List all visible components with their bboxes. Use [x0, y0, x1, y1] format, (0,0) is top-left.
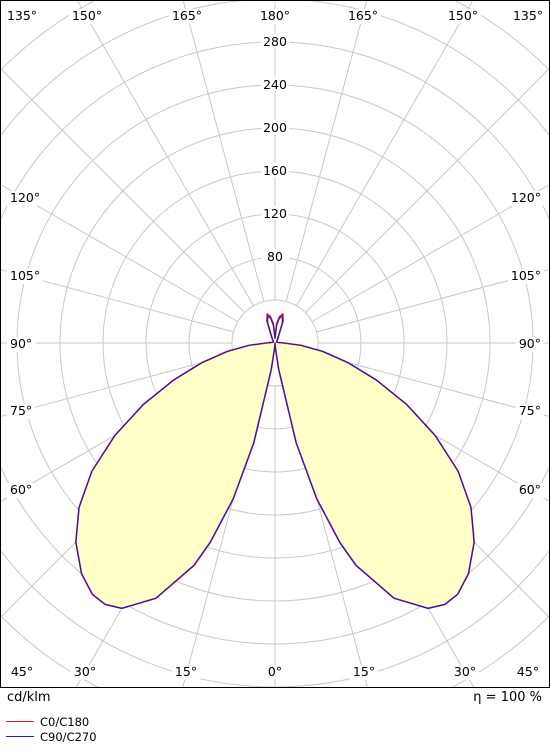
radial-tick-label: 200 [263, 120, 287, 135]
legend-swatch-c90-c270 [6, 736, 34, 737]
intensity-curves [75, 313, 475, 610]
radial-label-bg [261, 77, 289, 91]
angle-tick-label: 105° [511, 268, 541, 283]
angle-tick-label: 45° [11, 664, 33, 679]
angle-label-bg [515, 483, 544, 498]
angle-tick-label: 165° [348, 8, 378, 23]
radial-tick-labels: 80 120 160 200 240 280 [261, 34, 289, 264]
radial-label-bg [261, 120, 289, 134]
angle-label-bg [4, 9, 40, 24]
angle-tick-label: 15° [353, 664, 375, 679]
angle-tick-label: 15° [175, 664, 197, 679]
radial-label-bg [261, 249, 289, 263]
radial-label-bg [261, 206, 289, 220]
radial-tick-label: 280 [263, 34, 287, 49]
chart-footer: cd/klm η = 100 % C0/C180 C90/C270 [0, 688, 550, 750]
angle-tick-label: 120° [511, 190, 541, 205]
angle-label-bg [515, 337, 544, 352]
angle-label-bg [450, 665, 480, 680]
angle-tick-label: 45° [517, 664, 539, 679]
angle-tick-label: 30° [74, 664, 96, 679]
angle-label-bg [7, 483, 36, 498]
grid-spoke [182, 1, 265, 302]
legend-label: C0/C180 [40, 714, 90, 729]
grid-spoke [1, 269, 234, 333]
angle-tick-label: 60° [519, 482, 541, 497]
grid-spoke [316, 269, 549, 333]
angle-tick-label: 0° [268, 664, 282, 679]
angle-label-bg [7, 337, 36, 352]
legend: C0/C180 C90/C270 [6, 714, 97, 744]
grid-spoke [316, 353, 549, 417]
angle-label-bg [70, 665, 100, 680]
angle-tick-label: 90° [10, 336, 32, 351]
angle-label-bg [7, 404, 36, 419]
angle-label-bg [515, 404, 544, 419]
angle-label-bg [257, 9, 293, 24]
angle-tick-labels: 135° 150° 165° 180° 165° 150° 135° 45° 30° 15° 0° 1… [4, 8, 546, 680]
radial-label-bg [261, 34, 289, 48]
angle-tick-label: 30° [454, 664, 476, 679]
grid-spoke [305, 68, 549, 313]
radial-tick-label: 160 [263, 163, 287, 178]
angle-tick-label: 75° [10, 403, 32, 418]
efficiency-label: η = 100 % [473, 690, 542, 705]
angle-label-bg [513, 665, 543, 680]
angle-tick-label: 90° [519, 336, 541, 351]
angle-label-bg [69, 9, 105, 24]
angle-tick-label: 75° [519, 403, 541, 418]
radial-label-bg [261, 163, 289, 177]
angle-label-bg [7, 191, 43, 206]
grid-spoke [1, 353, 234, 417]
grid-spoke [1, 184, 239, 322]
angle-tick-label: 165° [172, 8, 202, 23]
angle-label-bg [349, 665, 379, 680]
grid-spoke [296, 1, 474, 307]
grid-spoke [311, 184, 549, 322]
angle-label-bg [345, 9, 381, 24]
grid-spoke [1, 68, 245, 313]
angle-label-bg [445, 9, 481, 24]
angle-tick-label: 180° [260, 8, 290, 23]
grid-spoke [285, 1, 368, 302]
legend-item-c90-c270: C90/C270 [6, 729, 97, 744]
angle-label-bg [171, 665, 201, 680]
angle-tick-label: 105° [10, 268, 40, 283]
legend-item-c0-c180: C0/C180 [6, 714, 97, 729]
unit-label: cd/klm [7, 690, 51, 705]
polar-chart: 80 120 160 200 240 280 135° 150° 165° 180° 165° 15… [0, 0, 550, 688]
angle-label-bg [508, 269, 544, 284]
series-line-c90-c270 [75, 315, 475, 609]
legend-label: C90/C270 [40, 729, 97, 744]
intensity-fill [75, 313, 475, 609]
angle-label-bg [510, 9, 546, 24]
angle-tick-label: 60° [10, 482, 32, 497]
angle-tick-label: 120° [10, 190, 40, 205]
angle-label-bg [264, 665, 286, 680]
grid-spoke [76, 1, 254, 307]
angle-tick-label: 150° [72, 8, 102, 23]
radial-tick-label: 240 [263, 77, 287, 92]
angle-label-bg [169, 9, 205, 24]
radial-tick-label: 80 [267, 249, 283, 264]
angle-label-bg [7, 665, 37, 680]
angle-label-bg [508, 191, 544, 206]
legend-swatch-c0-c180 [6, 721, 34, 722]
angle-label-bg [7, 269, 43, 284]
angle-tick-label: 135° [7, 8, 37, 23]
radial-tick-label: 120 [263, 206, 287, 221]
angle-tick-label: 135° [513, 8, 543, 23]
angle-tick-label: 150° [448, 8, 478, 23]
